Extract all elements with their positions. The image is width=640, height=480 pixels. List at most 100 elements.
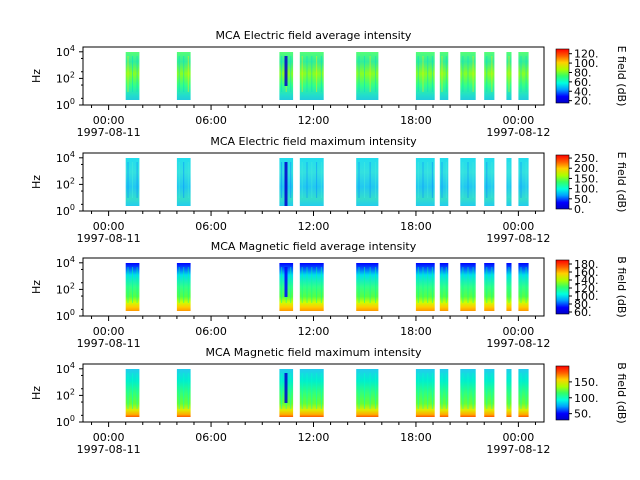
y-tick-exponent: 4: [70, 150, 75, 159]
y-tick-base: 10: [56, 416, 70, 429]
panel-2: MCA Electric field maximum intensity Hz 10…: [30, 135, 628, 245]
data-segment: [484, 369, 495, 417]
y-tick-label: 100: [56, 203, 75, 218]
x-tick-date: 1997-08-12: [486, 126, 550, 139]
x-tick-label: 06:00: [195, 431, 227, 444]
data-segment: [484, 52, 495, 100]
x-tick-label: 06:00: [195, 114, 227, 127]
colorbar-tick-label: 120.: [574, 282, 599, 295]
y-tick-exponent: 4: [70, 44, 75, 53]
y-axis-label: Hz: [30, 280, 43, 294]
x-tick-label: 00:00: [503, 220, 535, 233]
data-segment: [415, 52, 435, 100]
y-tick-base: 10: [56, 178, 70, 191]
colorbar: [555, 154, 570, 210]
x-tick-label: 00:00: [93, 325, 125, 338]
colorbar-tick-label: 50.: [574, 408, 592, 421]
data-segment: [356, 263, 379, 311]
y-tick-label: 102: [56, 387, 75, 402]
colorbar-label: B field (dB): [615, 256, 628, 317]
x-tick-label: 00:00: [503, 325, 535, 338]
data-segment: [415, 263, 435, 311]
y-tick-label: 104: [56, 150, 75, 165]
data-segment: [415, 158, 435, 206]
y-tick-base: 10: [56, 46, 70, 59]
x-tick-label: 12:00: [298, 325, 330, 338]
data-segment: [518, 263, 529, 311]
colorbar-tick-label: 40.: [574, 85, 592, 98]
y-tick-label: 104: [56, 361, 75, 376]
colorbar-label: B field (dB): [615, 362, 628, 423]
x-tick-date: 1997-08-12: [486, 232, 550, 245]
colorbar-tick-label: 80.: [574, 298, 592, 311]
colorbar-tick-label: 140.: [574, 274, 599, 287]
y-tick-exponent: 2: [70, 70, 75, 79]
colorbar-tick-label: 100.: [574, 57, 599, 70]
y-tick-label: 104: [56, 44, 75, 59]
colorbar-tick-label: 50.: [574, 193, 592, 206]
data-feature: [284, 373, 288, 403]
x-tick-date: 1997-08-11: [77, 126, 141, 139]
colorbar-label: E field (dB): [615, 152, 628, 213]
y-tick-label: 104: [56, 255, 75, 270]
panel-1: MCA Electric field average intensity Hz 10…: [30, 29, 628, 139]
colorbar-tick-label: 80.: [574, 66, 592, 79]
colorbar-tick-label: 100.: [574, 183, 599, 196]
x-tick-label: 18:00: [400, 220, 432, 233]
colorbar-label: E field (dB): [615, 46, 628, 107]
colorbar-tick-label: 60.: [574, 306, 592, 319]
colorbar-tick-label: 160.: [574, 266, 599, 279]
data-segment: [356, 369, 379, 417]
x-tick-label: 00:00: [93, 114, 125, 127]
colorbar-tick-label: 0.: [574, 203, 585, 216]
y-tick-label: 100: [56, 414, 75, 429]
x-tick-label: 18:00: [400, 114, 432, 127]
x-tick-label: 18:00: [400, 325, 432, 338]
y-tick-base: 10: [56, 72, 70, 85]
y-tick-base: 10: [56, 257, 70, 270]
x-tick-date: 1997-08-12: [486, 337, 550, 350]
y-tick-base: 10: [56, 389, 70, 402]
colorbar-tick-label: 200.: [574, 162, 599, 175]
x-tick-label: 06:00: [195, 220, 227, 233]
x-tick-label: 00:00: [503, 431, 535, 444]
panel-4: MCA Magnetic field maximum intensity Hz 10…: [30, 346, 628, 456]
x-tick-label: 00:00: [503, 114, 535, 127]
colorbar-tick-label: 60.: [574, 76, 592, 89]
y-tick-base: 10: [56, 283, 70, 296]
colorbar-tick-label: 20.: [574, 95, 592, 108]
x-tick-date: 1997-08-11: [77, 232, 141, 245]
y-tick-label: 100: [56, 97, 75, 112]
y-tick-base: 10: [56, 205, 70, 218]
data-segment: [439, 158, 449, 206]
y-tick-label: 102: [56, 176, 75, 191]
colorbar-tick-label: 150.: [574, 172, 599, 185]
data-segment: [518, 52, 529, 100]
y-tick-base: 10: [56, 310, 70, 323]
y-tick-base: 10: [56, 363, 70, 376]
y-tick-base: 10: [56, 152, 70, 165]
x-tick-label: 12:00: [298, 431, 330, 444]
y-tick-exponent: 0: [70, 97, 75, 106]
data-segment: [439, 263, 449, 311]
x-tick-date: 1997-08-11: [77, 337, 141, 350]
chart-title: MCA Magnetic field average intensity: [211, 240, 417, 253]
colorbar-tick-label: 120.: [574, 48, 599, 61]
colorbar-tick-label: 100.: [574, 290, 599, 303]
data-segment: [484, 158, 495, 206]
x-tick-label: 12:00: [298, 220, 330, 233]
panels-group: MCA Electric field average intensity Hz 10…: [30, 29, 628, 456]
y-tick-exponent: 4: [70, 255, 75, 264]
x-tick-label: 18:00: [400, 431, 432, 444]
y-tick-base: 10: [56, 99, 70, 112]
chart-title: MCA Electric field average intensity: [216, 29, 412, 42]
data-feature: [284, 162, 288, 206]
data-segment: [484, 263, 495, 311]
data-segment: [356, 52, 379, 100]
data-feature: [284, 267, 288, 297]
data-segment: [356, 158, 379, 206]
y-tick-exponent: 2: [70, 176, 75, 185]
data-segment: [439, 52, 449, 100]
y-axis-label: Hz: [30, 386, 43, 400]
